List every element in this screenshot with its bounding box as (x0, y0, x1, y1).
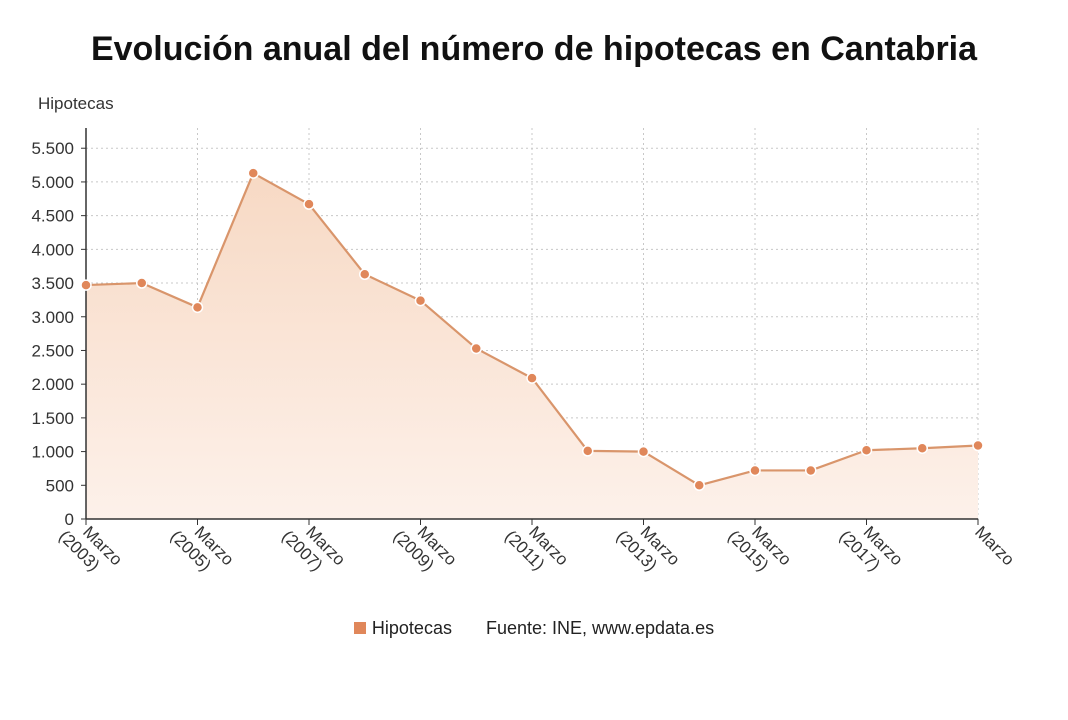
data-point (805, 464, 817, 477)
series-area (86, 173, 978, 519)
y-axis-label: Hipotecas (38, 94, 114, 113)
x-tick-label: Marzo(2005) (167, 512, 238, 583)
data-point (972, 439, 984, 452)
data-point (414, 294, 427, 307)
chart-title: Evolución anual del número de hipotecas … (90, 30, 978, 68)
legend-series-label: Hipotecas (371, 618, 452, 638)
y-tick-label: 5.500 (31, 139, 74, 158)
x-tick-label: Marzo(2007) (278, 512, 349, 583)
data-point (749, 464, 761, 477)
y-tick-label: 4.500 (31, 207, 74, 226)
x-tick-label: Marzo(2015) (724, 512, 795, 583)
y-tick-label: 2.500 (31, 341, 74, 360)
data-point (247, 167, 259, 179)
data-point (916, 442, 928, 454)
y-tick-label: 1.000 (31, 443, 74, 462)
y-tick-label: 4.000 (31, 240, 74, 259)
data-point (191, 301, 204, 314)
x-tick-label: Marzo(2011) (501, 512, 572, 583)
data-point (303, 198, 315, 210)
data-point (860, 444, 873, 456)
data-point (637, 445, 650, 458)
x-tick-label: Marzo(2017) (836, 512, 907, 583)
x-tick-label: Marzo(2013) (613, 512, 684, 583)
data-point (136, 277, 148, 289)
data-point (693, 479, 705, 492)
legend-marker (353, 622, 366, 635)
y-tick-label: 3.500 (31, 274, 74, 293)
data-point (582, 445, 594, 457)
data-point (470, 342, 482, 355)
y-tick-label: 500 (46, 476, 74, 495)
y-tick-label: 2.000 (31, 375, 74, 394)
x-tick-label: Marzo (971, 522, 1018, 569)
legend: Hipotecas Fuente: INE, www.epdata.es (0, 618, 1068, 639)
x-tick-label: Marzo(2009) (390, 512, 461, 583)
data-point (526, 372, 538, 384)
y-tick-label: 0 (65, 510, 74, 529)
y-tick-label: 1.500 (31, 409, 74, 428)
data-point (359, 268, 371, 281)
data-point (80, 279, 92, 291)
source-note: Fuente: INE, www.epdata.es (485, 618, 715, 638)
y-tick-label: 3.000 (31, 308, 74, 327)
y-tick-label: 5.000 (31, 173, 74, 192)
